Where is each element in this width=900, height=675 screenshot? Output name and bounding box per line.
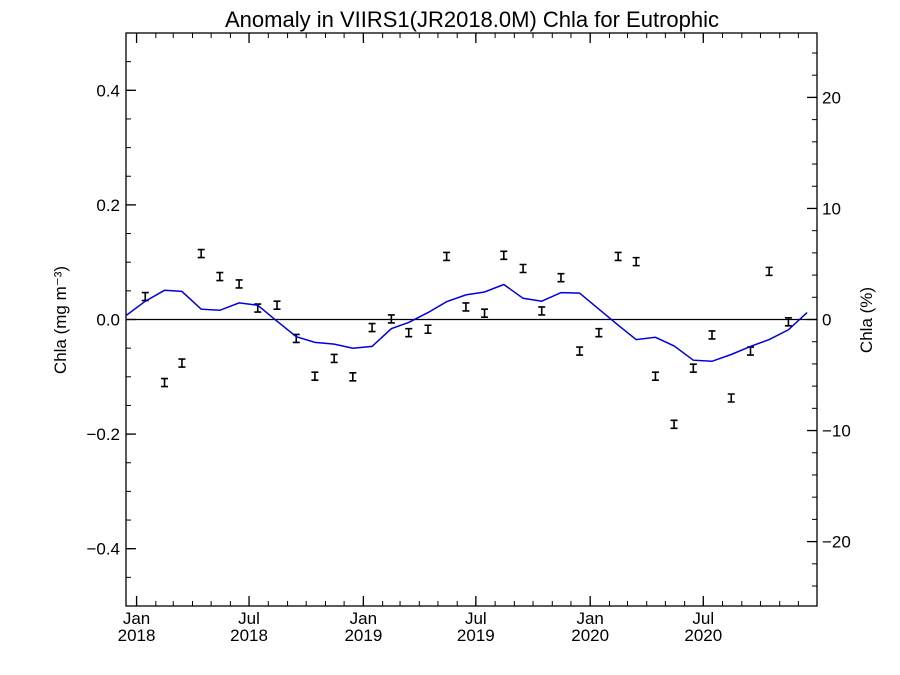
y-tick-label-left: 0.0 — [96, 311, 120, 330]
error-bar-point — [273, 300, 281, 310]
error-bar-point — [178, 358, 186, 368]
y-tick-label-left: 0.2 — [96, 196, 120, 215]
error-bar-point — [387, 314, 395, 324]
chart-marks: 0.40.20.0−0.2−0.420100−10−20Jan2018Jul20… — [86, 33, 851, 645]
y-tick-label-right: 20 — [822, 88, 841, 107]
error-bar-point — [632, 256, 640, 267]
x-tick-label-month: Jan — [123, 609, 150, 628]
error-bar-point — [405, 327, 413, 338]
error-bar-point — [330, 353, 338, 364]
x-tick-label-month: Jul — [692, 609, 714, 628]
error-bar-point — [216, 271, 224, 282]
y-tick-label-right: −20 — [822, 533, 851, 552]
x-tick-label-month: Jan — [576, 609, 603, 628]
error-bar-point — [765, 266, 773, 277]
y-tick-label-right: 0 — [822, 311, 831, 330]
y-axis-label-right: Chla (%) — [857, 287, 876, 353]
x-tick-label-year: 2019 — [344, 626, 382, 645]
error-bar-point — [708, 330, 716, 340]
x-tick-label-month: Jul — [465, 609, 487, 628]
error-bar-point — [727, 393, 735, 403]
x-tick-label-year: 2018 — [230, 626, 268, 645]
x-tick-label-month: Jan — [350, 609, 377, 628]
x-tick-label-year: 2020 — [684, 626, 722, 645]
error-bar-point — [614, 251, 622, 262]
error-bar-point — [424, 324, 432, 335]
x-tick-label-month: Jul — [238, 609, 260, 628]
error-bar-point — [538, 306, 546, 316]
error-bar-point — [349, 372, 357, 382]
error-bar-point — [651, 371, 659, 382]
error-bar-point — [311, 371, 319, 382]
error-bar-point — [443, 251, 451, 262]
x-tick-label-year: 2018 — [118, 626, 156, 645]
x-tick-label-year: 2019 — [457, 626, 495, 645]
y-tick-label-right: 10 — [822, 199, 841, 218]
y-tick-label-left: −0.2 — [86, 425, 120, 444]
y-tick-label-left: −0.4 — [86, 540, 120, 559]
error-bar-point — [595, 327, 603, 338]
y-tick-label-right: −10 — [822, 422, 851, 441]
error-bar-point — [235, 279, 243, 289]
error-bar-point — [197, 248, 205, 259]
y-tick-label-left: 0.4 — [96, 81, 120, 100]
error-bar-point — [462, 302, 470, 312]
anomaly-line — [125, 283, 808, 363]
error-bar-point — [368, 322, 376, 333]
error-bar-point — [670, 419, 678, 430]
error-bar-point — [481, 308, 489, 318]
error-bar-point — [519, 263, 527, 274]
y-axis-label-left: Chla (mg m⁻³) — [51, 266, 70, 374]
error-bar-point — [784, 316, 792, 327]
x-tick-label-year: 2020 — [571, 626, 609, 645]
error-bar-point — [689, 363, 697, 374]
error-bar-point — [576, 346, 584, 356]
error-bar-point — [557, 272, 565, 283]
error-bar-point — [500, 250, 508, 261]
chart-title: Anomaly in VIIRS1(JR2018.0M) Chla for Eu… — [225, 7, 719, 32]
error-bar-point — [161, 377, 169, 388]
